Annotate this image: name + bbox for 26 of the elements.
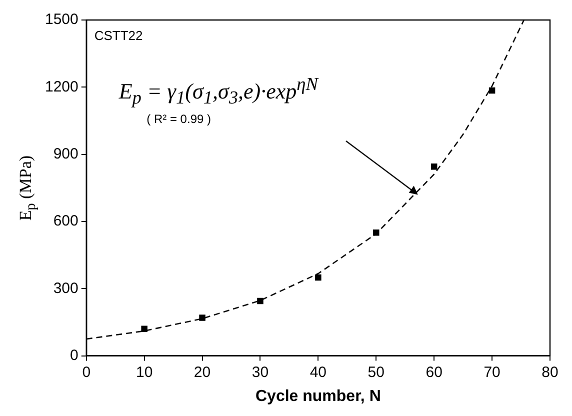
y-tick-label: 1500 (44, 11, 78, 28)
x-tick-label: 70 (484, 364, 500, 381)
annotation: CSTT22 (94, 28, 143, 43)
x-tick-label: 60 (426, 364, 442, 381)
x-tick-label: 40 (310, 364, 327, 381)
y-tick-label: 900 (53, 145, 78, 162)
y-tick-label: 1200 (44, 78, 78, 96)
annotation: ( R² = 0.99 ) (146, 112, 211, 126)
text: E$_{p}$ = γ$_{1}$(σ$_{1}$,σ$_{3}$,e)·exp$^{ηN}$ (118, 74, 318, 108)
point (315, 274, 322, 281)
x-tick-label: 20 (194, 364, 211, 381)
point (257, 298, 264, 304)
point (141, 326, 148, 332)
x-tick-label: 50 (368, 364, 384, 381)
point (373, 230, 380, 236)
x-tick-label: 0 (82, 364, 91, 381)
x-tick-label: 80 (542, 364, 558, 381)
y-tick-label: 300 (53, 280, 78, 297)
y-tick-label: 600 (53, 212, 78, 230)
point (488, 87, 496, 94)
x-tick-label: 30 (252, 364, 269, 381)
point (430, 164, 438, 170)
x-axis-title: Cycle number, N (255, 388, 381, 405)
point (199, 314, 206, 321)
x-tick-label: 10 (136, 364, 153, 381)
y-tick-label: 0 (70, 346, 78, 364)
